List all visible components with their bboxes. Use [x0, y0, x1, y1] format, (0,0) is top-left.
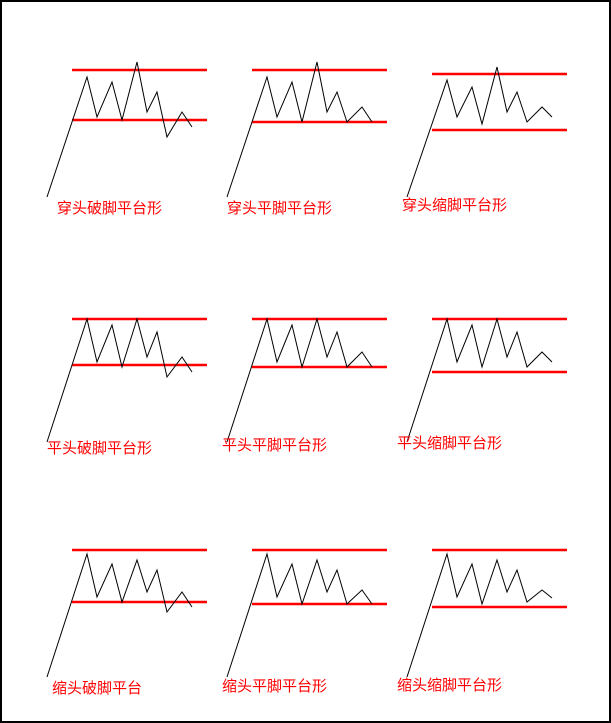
price-zigzag-line	[407, 554, 552, 677]
pattern-svg	[402, 277, 572, 447]
pattern-label-p21: 平头破脚平台形	[47, 437, 152, 458]
pattern-p11	[42, 32, 212, 202]
pattern-svg	[402, 32, 572, 202]
price-zigzag-line	[47, 319, 192, 442]
price-zigzag-line	[47, 62, 192, 197]
pattern-p21	[42, 277, 212, 447]
pattern-p33	[402, 512, 572, 682]
pattern-label-p33: 缩头缩脚平台形	[397, 674, 502, 695]
price-zigzag-line	[227, 319, 372, 442]
pattern-p31	[42, 512, 212, 682]
price-zigzag-line	[47, 554, 192, 677]
pattern-p12	[222, 32, 392, 202]
pattern-label-p22: 平头平脚平台形	[222, 434, 327, 455]
price-zigzag-line	[227, 62, 372, 197]
pattern-svg	[222, 277, 392, 447]
pattern-p23	[402, 277, 572, 447]
pattern-svg	[42, 512, 212, 682]
pattern-label-p23: 平头缩脚平台形	[397, 432, 502, 453]
pattern-p13	[402, 32, 572, 202]
pattern-label-p11: 穿头破脚平台形	[57, 197, 162, 218]
pattern-svg	[402, 512, 572, 682]
pattern-svg	[42, 32, 212, 202]
pattern-svg	[42, 277, 212, 447]
pattern-label-p32: 缩头平脚平台形	[222, 675, 327, 696]
diagram-frame: 穿头破脚平台形 穿头平脚平台形 穿头缩脚平台形平头破脚平台形 平头平脚平台形 平头缩脚平…	[0, 0, 611, 723]
pattern-p32	[222, 512, 392, 682]
pattern-label-p12: 穿头平脚平台形	[227, 197, 332, 218]
pattern-label-p31: 缩头破脚平台	[52, 677, 142, 698]
pattern-label-p13: 穿头缩脚平台形	[402, 194, 507, 215]
pattern-p22	[222, 277, 392, 447]
price-zigzag-line	[227, 554, 372, 677]
pattern-svg	[222, 512, 392, 682]
price-zigzag-line	[407, 67, 552, 197]
price-zigzag-line	[407, 319, 552, 442]
pattern-svg	[222, 32, 392, 202]
